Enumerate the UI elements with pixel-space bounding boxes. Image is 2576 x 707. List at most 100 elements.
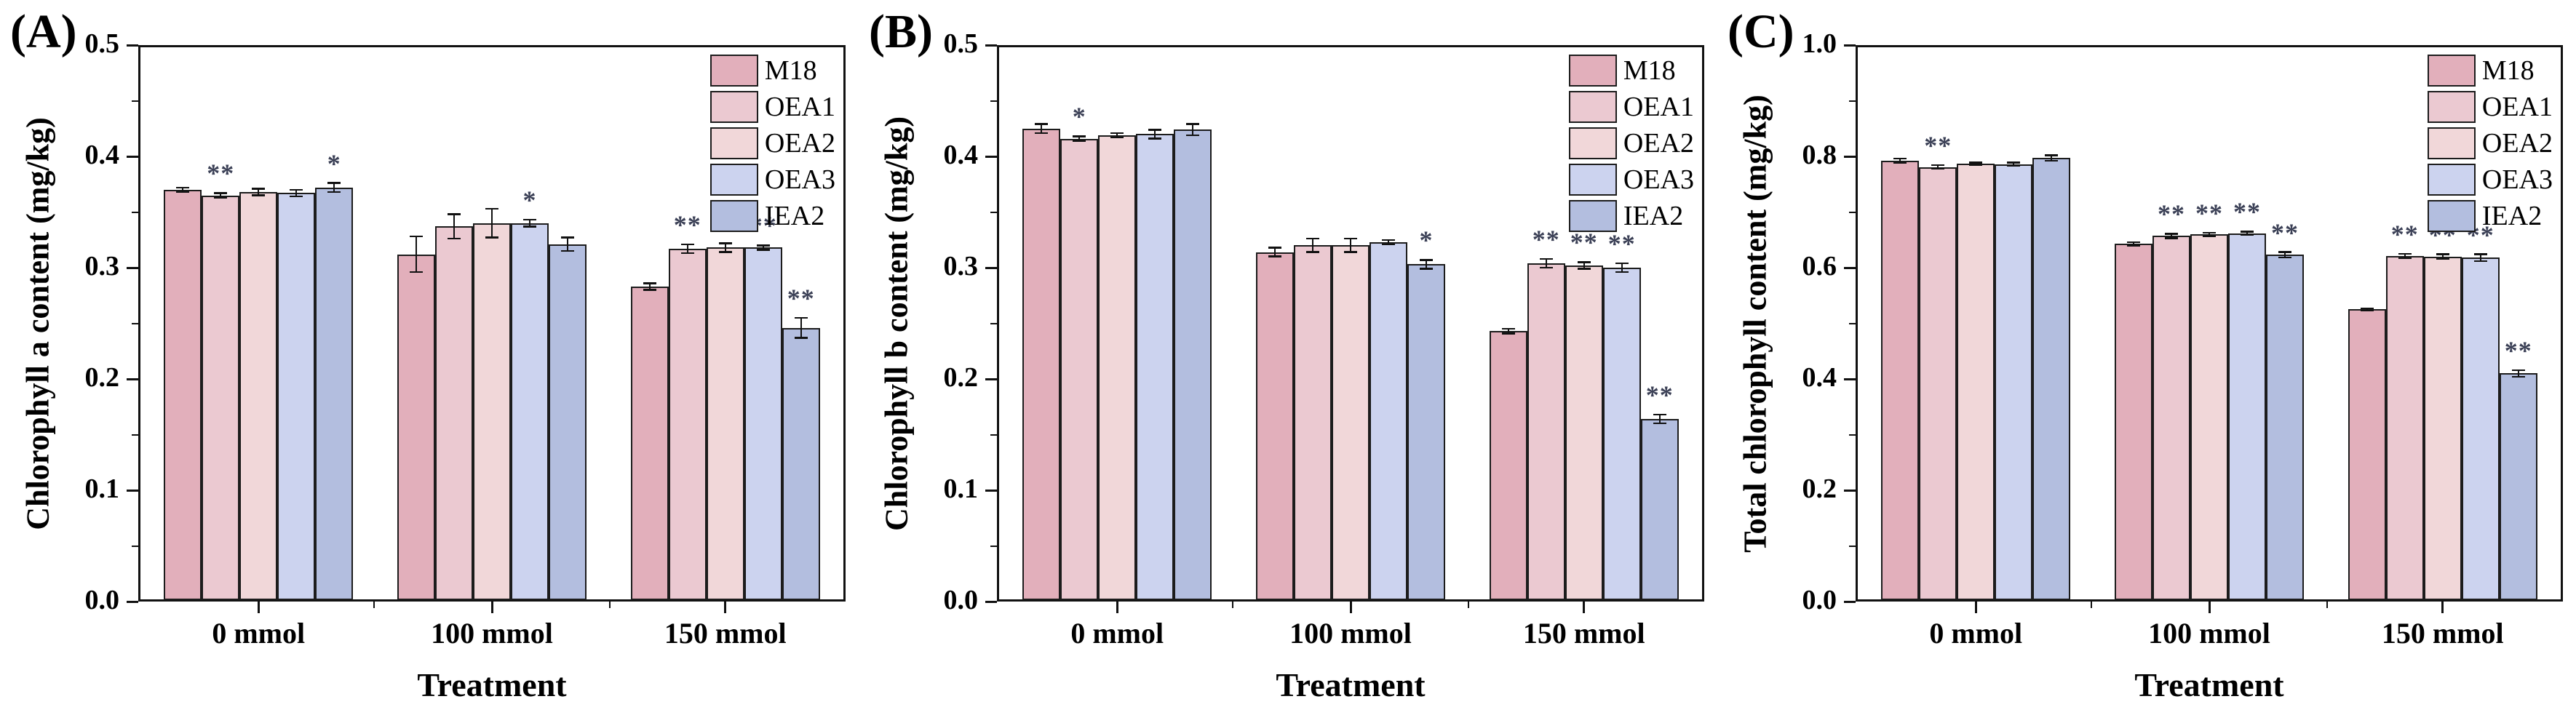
y-major-tick	[985, 266, 997, 269]
bar-m18-150mmol	[2348, 309, 2386, 600]
error-bar-cap	[448, 213, 461, 215]
error-bar-cap	[485, 236, 498, 239]
error-bar-cap	[1420, 259, 1433, 261]
error-bar-cap	[1148, 137, 1162, 140]
error-bar-cap	[2278, 251, 2291, 253]
error-bar-cap	[2436, 253, 2449, 255]
error-bar-cap	[523, 218, 536, 221]
error-bar	[2404, 253, 2406, 258]
x-axis-title: Treatment	[1276, 666, 1426, 703]
error-bar-cap	[718, 242, 732, 244]
error-bar-cap	[327, 191, 341, 193]
error-bar-cap	[1931, 167, 1945, 170]
bar-oea3-0mmol	[277, 193, 316, 600]
y-tick-label: 0.0	[1802, 585, 1837, 615]
legend-label: OEA2	[2481, 128, 2553, 159]
error-bar-cap	[214, 192, 228, 194]
x-tick-label: 0 mmol	[1070, 617, 1164, 650]
error-bar	[566, 237, 569, 252]
bar-oea3-150mmol	[1602, 268, 1641, 600]
y-minor-tick	[132, 211, 138, 213]
y-major-tick	[127, 489, 138, 492]
bar-oea1-100mmol	[435, 226, 473, 600]
bar-oea1-100mmol	[1294, 245, 1332, 600]
bar-m18-150mmol	[630, 287, 669, 600]
legend-label: OEA1	[764, 92, 835, 122]
y-minor-tick	[1849, 434, 1856, 436]
error-bar	[219, 193, 222, 198]
y-minor-tick	[132, 100, 138, 102]
significance-mark: **	[1532, 224, 1560, 254]
error-bar	[1658, 414, 1661, 424]
error-bar	[415, 236, 418, 273]
x-tick-label: 100 mmol	[1289, 617, 1412, 650]
error-bar-cap	[1110, 132, 1124, 135]
legend-label: M18	[2481, 55, 2535, 86]
error-bar-cap	[756, 244, 770, 247]
error-bar-cap	[2473, 253, 2487, 255]
legend-item-oea2: OEA2	[1568, 127, 1694, 160]
error-bar-cap	[2278, 256, 2291, 259]
error-bar	[453, 214, 456, 239]
y-tick-label: 0.6	[1802, 251, 1837, 281]
y-tick-label: 0.4	[84, 140, 120, 170]
error-bar-cap	[2436, 257, 2449, 260]
error-bar	[2208, 232, 2211, 236]
x-tick-label: 0 mmol	[1929, 617, 2023, 650]
significance-mark: **	[2504, 335, 2532, 365]
error-bar-cap	[523, 225, 536, 228]
error-bar-cap	[1382, 239, 1395, 241]
y-major-tick	[985, 44, 997, 47]
bar-oea2-150mmol	[2423, 256, 2462, 600]
error-bar	[1387, 239, 1390, 244]
error-bar	[1621, 263, 1623, 273]
significance-mark: *	[1419, 225, 1434, 255]
error-bar	[257, 188, 260, 196]
error-bar	[181, 187, 184, 192]
error-bar	[1974, 162, 1977, 165]
error-bar-cap	[290, 188, 303, 191]
legend-label: OEA3	[764, 164, 835, 195]
legend-item-oea3: OEA3	[709, 163, 835, 196]
error-bar-cap	[2473, 260, 2487, 263]
y-minor-tick	[990, 434, 997, 436]
error-bar	[686, 244, 688, 254]
error-bar-cap	[1539, 266, 1553, 269]
error-bar-cap	[2511, 375, 2525, 378]
legend-swatch-iea2	[1568, 200, 1617, 232]
legend-item-m18: M18	[2427, 54, 2553, 87]
x-major-tick	[1974, 602, 1977, 613]
bar-iea2-150mmol	[1640, 419, 1679, 600]
error-bar-cap	[410, 271, 423, 273]
bar-oea1-150mmol	[2385, 255, 2424, 600]
significance-mark: **	[1570, 228, 1598, 257]
significance-mark: *	[327, 148, 341, 178]
y-minor-tick	[132, 545, 138, 547]
error-bar-cap	[2165, 233, 2178, 235]
y-tick-label: 0.4	[1802, 362, 1837, 393]
x-axis-title: Treatment	[2134, 666, 2284, 703]
error-bar	[2517, 370, 2519, 377]
bar-oea2-150mmol	[706, 247, 744, 600]
error-bar	[2283, 252, 2286, 258]
legend-label: IEA2	[1623, 201, 1684, 231]
error-bar-cap	[643, 289, 656, 291]
legend-label: M18	[764, 55, 817, 86]
legend-label: OEA1	[1623, 92, 1694, 122]
bar-oea2-0mmol	[1098, 135, 1137, 600]
y-tick-label: 0.4	[943, 140, 979, 170]
error-bar	[2132, 241, 2135, 246]
error-bar-cap	[1501, 332, 1515, 335]
y-tick-label: 0.5	[943, 28, 979, 59]
y-major-tick	[1844, 44, 1856, 47]
error-bar-cap	[1186, 123, 1200, 125]
error-bar-cap	[1969, 164, 1983, 166]
x-major-tick	[257, 602, 260, 613]
error-bar-cap	[2398, 257, 2412, 260]
error-bar	[1191, 124, 1194, 135]
significance-mark: **	[787, 283, 815, 313]
error-bar-cap	[1186, 134, 1200, 137]
y-minor-tick	[990, 322, 997, 324]
error-bar-cap	[327, 182, 341, 184]
error-bar	[1545, 258, 1547, 268]
